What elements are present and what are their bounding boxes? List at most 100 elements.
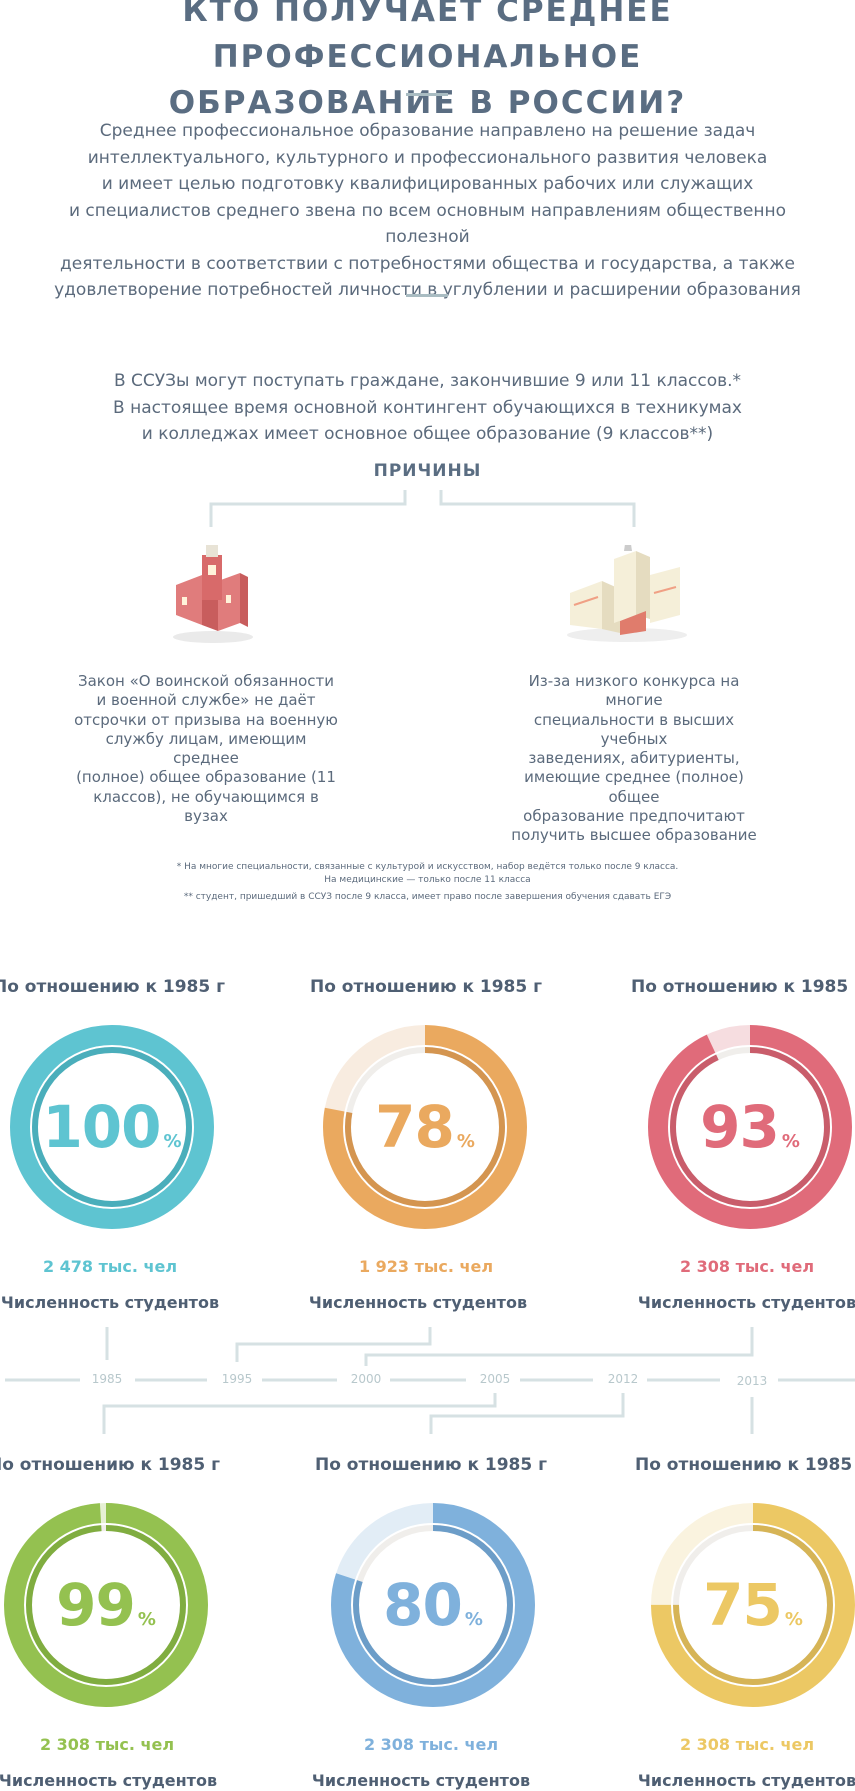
student-count: 2 308 тыс. чел bbox=[679, 1257, 815, 1276]
intro-paragraph: Среднее профессиональное образование нап… bbox=[30, 118, 825, 304]
stat-caption: По отношению к 1985 г bbox=[314, 1455, 548, 1475]
donut-arc bbox=[10, 1025, 214, 1229]
intro-line: и имеет целью подготовку квалифицированн… bbox=[101, 174, 754, 194]
stat-caption: По отношению к 1985 г bbox=[634, 1455, 855, 1475]
donut-ring bbox=[10, 1025, 214, 1229]
page-title: КТО ПОЛУЧАЕТ СРЕДНЕЕ ПРОФЕССИОНАЛЬНОЕ ОБ… bbox=[0, 0, 855, 126]
intro-line: удовлетворение потребностей личности в у… bbox=[54, 280, 801, 300]
donut-arc bbox=[648, 1025, 852, 1229]
footnote-line: ** студент, пришедший в ССУЗ после 9 кла… bbox=[183, 892, 672, 902]
student-label: Численность студентов bbox=[637, 1771, 855, 1790]
percent-value: 75% bbox=[648, 1500, 855, 1710]
donut-inner-arc bbox=[32, 1047, 192, 1207]
donut-inner-arc bbox=[26, 1525, 186, 1685]
reason-line: и военной службе» не даёт bbox=[96, 691, 316, 710]
percent-number: 78 bbox=[375, 1093, 455, 1161]
timeline-year: 2000 bbox=[350, 1372, 382, 1386]
student-label: Численность студентов bbox=[0, 1293, 220, 1312]
student-count: 2 478 тыс. чел bbox=[42, 1257, 178, 1276]
reasons-heading: ПРИЧИНЫ bbox=[373, 461, 482, 481]
reasons-bracket bbox=[209, 490, 636, 527]
donut-arc bbox=[331, 1503, 535, 1707]
donut-inner-arc bbox=[670, 1047, 830, 1207]
student-count: 2 308 тыс. чел bbox=[363, 1735, 499, 1754]
percent-donut: 100% bbox=[7, 1022, 217, 1232]
student-label: Численность студентов bbox=[308, 1293, 528, 1312]
reason-text-competition: Из-за низкого конкурса на многие специал… bbox=[499, 672, 769, 846]
student-label: Численность студентов bbox=[0, 1771, 218, 1790]
divider-top bbox=[406, 93, 448, 96]
student-count: 1 923 тыс. чел bbox=[358, 1257, 494, 1276]
percent-value: 100% bbox=[7, 1022, 217, 1232]
donut-ring bbox=[331, 1503, 535, 1707]
percent-donut: 78% bbox=[320, 1022, 530, 1232]
footnote-line: * На многие специальности, связанные с к… bbox=[176, 862, 679, 872]
percent-number: 75 bbox=[703, 1571, 783, 1639]
percent-donut: 93% bbox=[645, 1022, 855, 1232]
stat-caption: По отношению к 1985 г bbox=[630, 977, 855, 997]
stat-caption: По отношению к 1985 г bbox=[0, 1455, 221, 1475]
timeline-year: 1995 bbox=[221, 1372, 253, 1386]
percent-donut: 75% bbox=[648, 1500, 855, 1710]
timeline-year: 2012 bbox=[607, 1372, 639, 1386]
percent-donut: 80% bbox=[328, 1500, 538, 1710]
percent-value: 93% bbox=[645, 1022, 855, 1232]
donut-ring bbox=[4, 1503, 208, 1707]
percent-sign: % bbox=[781, 1130, 800, 1152]
donut-arc bbox=[4, 1503, 208, 1707]
reason-line: заведениях, абитуриенты, bbox=[528, 749, 740, 768]
donut-ring bbox=[648, 1025, 852, 1229]
percent-number: 93 bbox=[700, 1093, 780, 1161]
reason-line: специальности в высших учебных bbox=[533, 710, 735, 748]
percent-sign: % bbox=[784, 1608, 803, 1630]
reason-line: Закон «О воинской обязанности bbox=[77, 672, 335, 690]
percent-sign: % bbox=[137, 1608, 156, 1630]
reason-line: (полное) общее образование (11 bbox=[76, 768, 336, 787]
reason-line: Из-за низкого конкурса на многие bbox=[528, 672, 740, 710]
percent-sign: % bbox=[163, 1130, 182, 1152]
student-count: 2 308 тыс. чел bbox=[39, 1735, 175, 1754]
intro-line: и специалистов среднего звена по всем ос… bbox=[68, 200, 787, 248]
donut-ring bbox=[323, 1025, 527, 1229]
intro-line: Среднее профессиональное образование нап… bbox=[99, 121, 756, 141]
donut-arc bbox=[651, 1503, 855, 1707]
stat-caption: По отношению к 1985 г bbox=[0, 977, 226, 997]
donut-ring bbox=[651, 1503, 855, 1707]
donut-arc bbox=[323, 1025, 527, 1229]
student-label: Численность студентов bbox=[311, 1771, 531, 1790]
percent-value: 78% bbox=[320, 1022, 530, 1232]
reason-line: классов), не обучающимся в вузах bbox=[93, 787, 319, 826]
timeline-year: 2005 bbox=[479, 1372, 511, 1386]
footnote-line: На медицинские — только после 11 класса bbox=[324, 875, 531, 885]
donut-inner-arc bbox=[353, 1525, 513, 1685]
reason-line: образование предпочитают bbox=[523, 807, 745, 826]
donut-inner-arc bbox=[673, 1525, 833, 1685]
footnote-2: ** студент, пришедший в ССУЗ после 9 кла… bbox=[0, 891, 855, 904]
admission-line: В ССУЗы могут поступать граждане, законч… bbox=[113, 371, 742, 391]
percent-number: 80 bbox=[383, 1571, 463, 1639]
admission-line: В настоящее время основной контингент об… bbox=[113, 397, 742, 418]
footnote-1: * На многие специальности, связанные с к… bbox=[0, 861, 855, 887]
percent-number: 100 bbox=[42, 1093, 161, 1161]
reason-line: отсрочки от призыва на военную bbox=[74, 710, 338, 729]
donut-inner-arc bbox=[345, 1047, 505, 1207]
percent-value: 80% bbox=[328, 1500, 538, 1710]
percent-value: 99% bbox=[1, 1500, 211, 1710]
admission-line: и колледжах имеет основное общее образов… bbox=[141, 424, 714, 444]
reason-line: имеющие среднее (полное) общее bbox=[524, 768, 744, 806]
percent-sign: % bbox=[456, 1130, 475, 1152]
percent-donut: 99% bbox=[1, 1500, 211, 1710]
timeline-year: 2013 bbox=[736, 1374, 768, 1388]
reason-line: службу лицам, имеющим среднее bbox=[105, 729, 307, 768]
reason-text-military: Закон «О воинской обязанности и военной … bbox=[71, 672, 341, 826]
timeline-year: 1985 bbox=[91, 1372, 123, 1386]
kremlin-tower-icon bbox=[173, 545, 253, 643]
intro-line: интеллектуального, культурного и професс… bbox=[87, 147, 768, 168]
divider-bottom bbox=[406, 294, 448, 297]
percent-number: 99 bbox=[56, 1571, 136, 1639]
student-label: Численность студентов bbox=[637, 1293, 855, 1312]
student-count: 2 308 тыс. чел bbox=[679, 1735, 815, 1754]
intro-line: деятельности в соответствии с потребност… bbox=[60, 253, 795, 274]
percent-sign: % bbox=[464, 1608, 483, 1630]
